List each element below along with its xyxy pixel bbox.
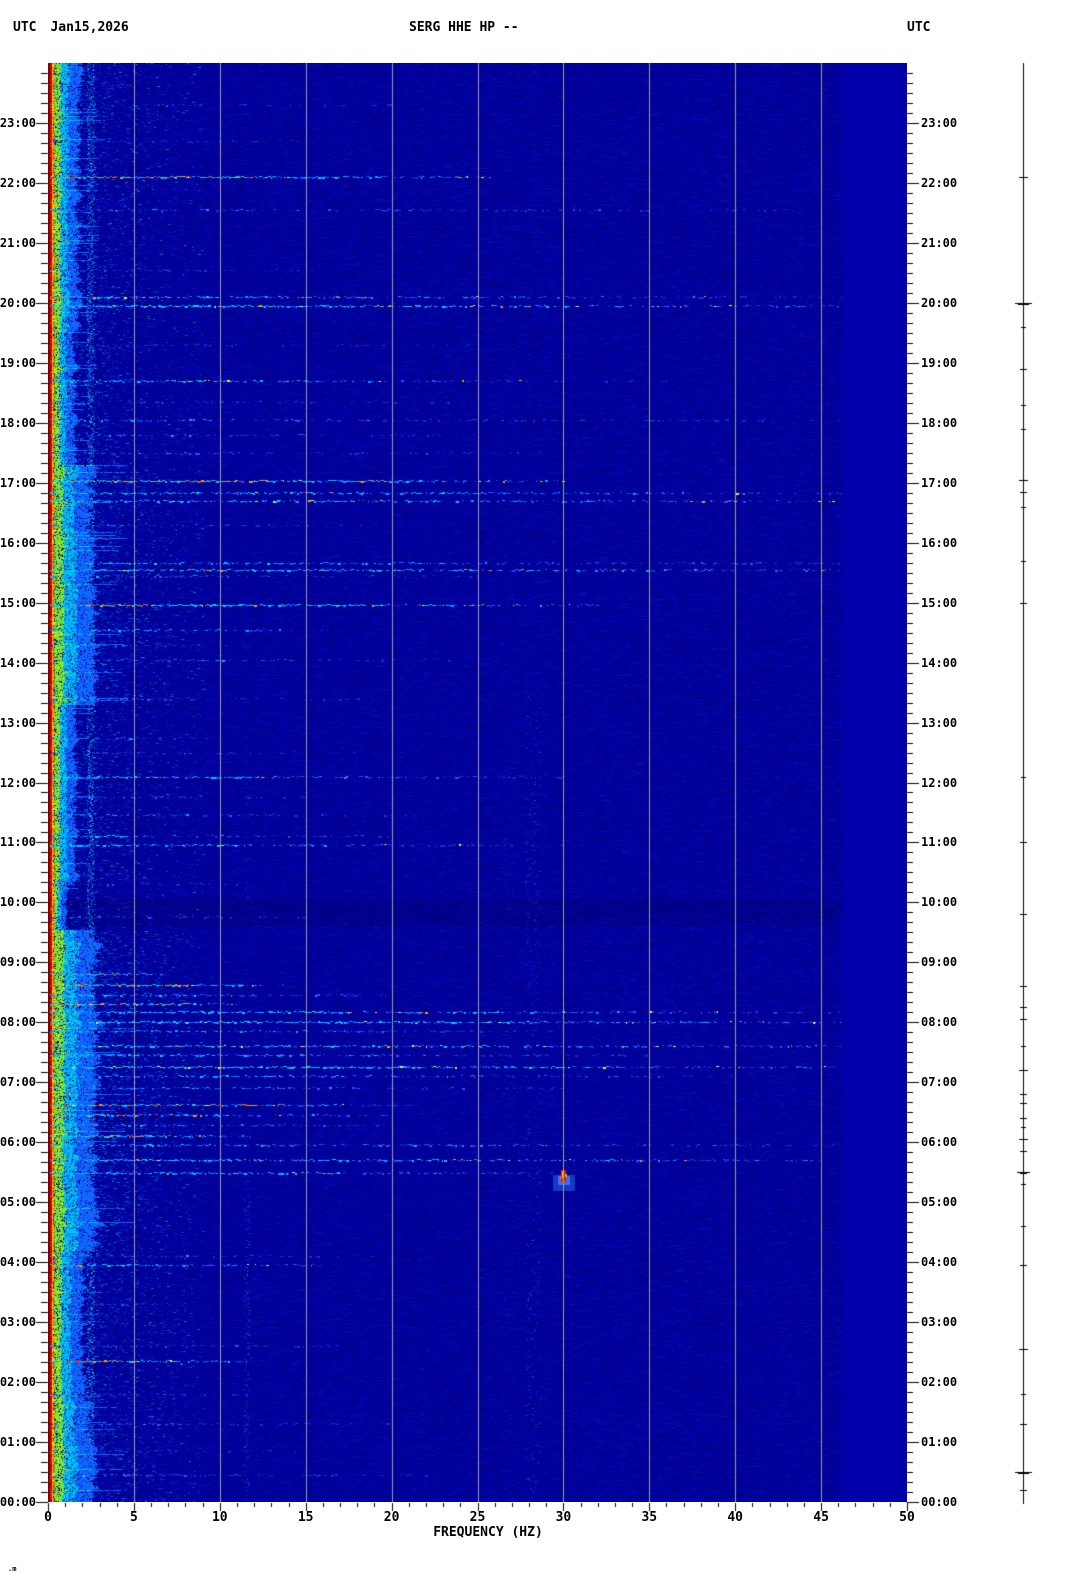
hour-label-left: 08:00 <box>0 1015 36 1029</box>
hour-label-left: 14:00 <box>0 656 36 670</box>
freq-tick-label: 30 <box>555 1510 572 1525</box>
hour-label-left: 05:00 <box>0 1195 36 1209</box>
hour-label-left: 13:00 <box>0 716 36 730</box>
hour-label-right: 17:00 <box>921 476 958 490</box>
hour-label-right: 22:00 <box>921 176 958 190</box>
hour-label-left: 09:00 <box>0 955 36 969</box>
hour-label-left: 03:00 <box>0 1315 36 1329</box>
hour-label-right: 01:00 <box>921 1435 958 1449</box>
hour-label-right: 05:00 <box>921 1195 958 1209</box>
hour-label-right: 03:00 <box>921 1315 958 1329</box>
hour-label-right: 08:00 <box>921 1015 958 1029</box>
freq-tick-label: 25 <box>469 1510 486 1525</box>
hour-label-left: 12:00 <box>0 776 36 790</box>
freq-tick-label: 45 <box>813 1510 829 1525</box>
hour-label-right: 12:00 <box>921 776 958 790</box>
amplitude-trace-canvas <box>998 0 1050 1584</box>
freq-tick-label: 10 <box>211 1510 228 1525</box>
hour-label-right: 09:00 <box>921 955 958 969</box>
spectrogram-canvas <box>48 63 907 1502</box>
hour-label-left: 16:00 <box>0 536 36 550</box>
hour-label-left: 02:00 <box>0 1375 36 1389</box>
hour-label-right: 13:00 <box>921 716 958 730</box>
freq-tick-label: 15 <box>297 1510 314 1525</box>
freq-tick-label: 50 <box>899 1510 915 1525</box>
hour-label-right: 18:00 <box>921 416 958 430</box>
hour-label-right: 02:00 <box>921 1375 958 1389</box>
freq-tick-label: 20 <box>383 1510 400 1525</box>
hour-label-left: 11:00 <box>0 835 36 849</box>
hour-label-left: 10:00 <box>0 895 36 909</box>
freq-tick-label: 35 <box>641 1510 658 1525</box>
hour-label-right: 20:00 <box>921 296 958 310</box>
hour-label-right: 04:00 <box>921 1255 958 1269</box>
hour-label-right: 23:00 <box>921 116 958 130</box>
hour-label-left: 01:00 <box>0 1435 36 1449</box>
hour-label-right: 19:00 <box>921 356 958 370</box>
corner-artifact: .m <box>8 1565 17 1573</box>
hour-label-left: 19:00 <box>0 356 36 370</box>
hour-label-left: 04:00 <box>0 1255 36 1269</box>
freq-tick-label: 40 <box>727 1510 744 1525</box>
hour-label-left: 00:00 <box>0 1495 36 1509</box>
hour-label-right: 21:00 <box>921 236 958 250</box>
hour-label-left: 06:00 <box>0 1135 36 1149</box>
frequency-axis-title: FREQUENCY (HZ) <box>433 1525 543 1540</box>
freq-tick-label: 5 <box>129 1510 138 1525</box>
hour-label-right: 15:00 <box>921 596 958 610</box>
hour-label-right: 00:00 <box>921 1495 958 1509</box>
hour-label-right: 07:00 <box>921 1075 958 1089</box>
hour-label-right: 16:00 <box>921 536 958 550</box>
hour-label-right: 11:00 <box>921 835 958 849</box>
hour-label-left: 07:00 <box>0 1075 36 1089</box>
freq-tick-label: 0 <box>44 1510 52 1525</box>
hour-label-left: 22:00 <box>0 176 36 190</box>
hour-label-left: 20:00 <box>0 296 36 310</box>
hour-label-left: 15:00 <box>0 596 36 610</box>
hour-label-left: 21:00 <box>0 236 36 250</box>
hour-label-left: 23:00 <box>0 116 36 130</box>
hour-label-right: 06:00 <box>921 1135 958 1149</box>
hour-label-right: 14:00 <box>921 656 958 670</box>
hour-label-left: 17:00 <box>0 476 36 490</box>
hour-label-left: 18:00 <box>0 416 36 430</box>
hour-label-right: 10:00 <box>921 895 958 909</box>
